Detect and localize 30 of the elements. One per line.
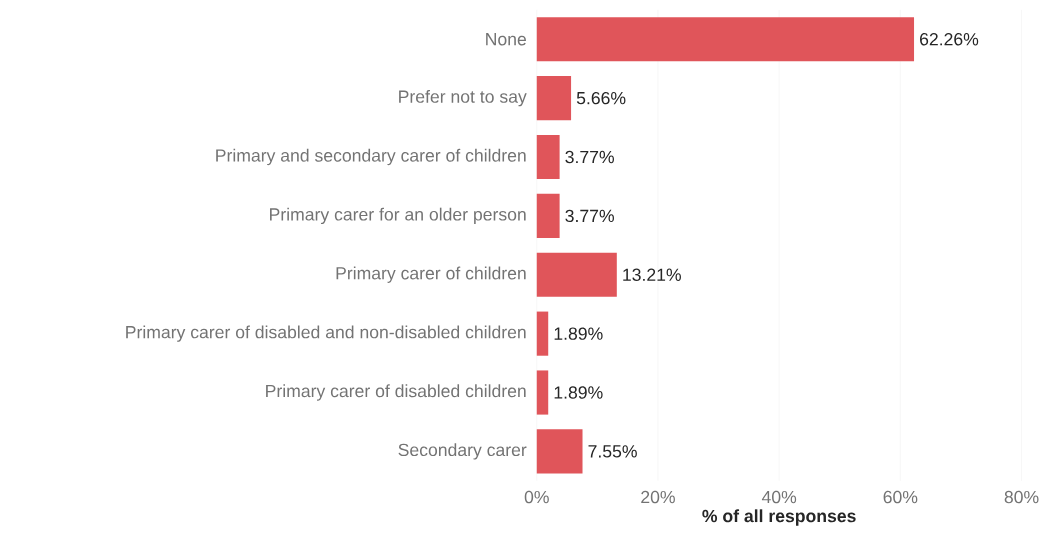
y-tick-label: Primary carer of disabled and non-disabled children	[126, 325, 526, 342]
bar	[536, 370, 549, 415]
x-tick-label: 40%	[761, 490, 797, 504]
bar	[536, 193, 560, 238]
y-tick-label: Secondary carer	[398, 442, 527, 460]
y-tick-label: Primary carer for an older person	[270, 207, 526, 224]
data-label: 3.77%	[565, 150, 614, 163]
bar	[536, 311, 549, 356]
y-tick-label: Primary and secondary carer of children	[216, 148, 526, 165]
x-tick-label: 60%	[883, 490, 918, 504]
y-tick-label: Primary carer of children	[336, 266, 526, 283]
data-label: 13.21%	[623, 268, 681, 281]
y-tick-label: None	[486, 32, 526, 46]
data-label: 3.77%	[565, 209, 614, 222]
data-label: 7.55%	[588, 444, 637, 458]
x-tick-label: 0%	[524, 490, 549, 504]
data-label: 5.66%	[576, 91, 626, 105]
data-label: 62.26%	[920, 32, 979, 46]
x-tick-label: 20%	[641, 490, 675, 504]
bar	[536, 16, 915, 62]
data-label: 1.89%	[554, 327, 603, 340]
y-tick-label: Primary carer of disabled children	[266, 384, 526, 401]
x-axis-title: % of all responses	[702, 509, 856, 526]
y-tick-label: Prefer not to say	[399, 89, 527, 107]
x-tick-label: 80%	[1004, 490, 1039, 504]
bar	[536, 252, 617, 297]
bar	[536, 429, 583, 474]
bar	[536, 134, 560, 179]
bar	[536, 75, 572, 120]
data-label: 1.89%	[554, 386, 603, 399]
